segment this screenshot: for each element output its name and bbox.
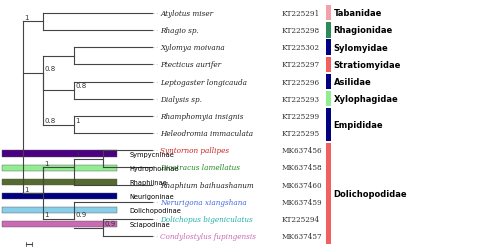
Text: KT225297: KT225297 xyxy=(282,61,320,69)
Text: Hydrophorinae: Hydrophorinae xyxy=(130,165,179,171)
Text: Dolichopodidae: Dolichopodidae xyxy=(334,189,407,198)
Text: 1: 1 xyxy=(75,152,80,158)
Text: Ptecticus aurifer: Ptecticus aurifer xyxy=(160,61,221,69)
Bar xyxy=(326,143,331,244)
Text: Atylotus miser: Atylotus miser xyxy=(160,10,213,18)
Text: Leptogaster longicauda: Leptogaster longicauda xyxy=(160,78,247,86)
Bar xyxy=(2,193,117,200)
Text: 0.8: 0.8 xyxy=(44,66,56,72)
Text: MK637460: MK637460 xyxy=(282,181,323,189)
Text: Sympycninae: Sympycninae xyxy=(130,151,174,157)
Text: 0.9: 0.9 xyxy=(75,212,86,218)
Text: Tabanidae: Tabanidae xyxy=(334,9,382,18)
Text: MK637459: MK637459 xyxy=(282,198,323,206)
Text: 0.8: 0.8 xyxy=(44,117,56,123)
Text: Nerurigona xiangshana: Nerurigona xiangshana xyxy=(160,198,247,206)
Text: 0.9: 0.9 xyxy=(104,220,116,226)
Text: KT225295: KT225295 xyxy=(282,130,320,138)
Text: Heleodromia immaculata: Heleodromia immaculata xyxy=(160,130,253,138)
Text: Dialysis sp.: Dialysis sp. xyxy=(160,95,202,103)
Text: 1: 1 xyxy=(44,212,49,218)
Text: Rhagio sp.: Rhagio sp. xyxy=(160,27,199,35)
Text: Rhagionidae: Rhagionidae xyxy=(334,26,393,35)
Text: KT225296: KT225296 xyxy=(282,78,320,86)
Text: Rhamphomyia insignis: Rhamphomyia insignis xyxy=(160,112,244,120)
Text: Asilidae: Asilidae xyxy=(334,78,372,87)
Bar xyxy=(326,23,331,38)
Text: KT225294: KT225294 xyxy=(282,215,320,223)
Text: KT225298: KT225298 xyxy=(282,27,320,35)
Text: MK637458: MK637458 xyxy=(282,164,323,172)
Bar xyxy=(2,207,117,214)
Bar xyxy=(326,109,331,141)
Bar xyxy=(2,179,117,186)
Bar xyxy=(2,165,117,172)
Bar xyxy=(326,40,331,56)
Text: Syntornon pallipes: Syntornon pallipes xyxy=(160,147,229,155)
Text: Condylostylus fupingensis: Condylostylus fupingensis xyxy=(160,232,256,240)
Bar xyxy=(326,92,331,107)
Text: Dolichopus bigeniculatus: Dolichopus bigeniculatus xyxy=(160,215,253,223)
Text: 1: 1 xyxy=(44,160,49,166)
Bar xyxy=(2,151,117,157)
Text: KT225299: KT225299 xyxy=(282,112,320,120)
Text: MK637456: MK637456 xyxy=(282,147,323,155)
Text: 1: 1 xyxy=(75,117,80,123)
Text: MK637457: MK637457 xyxy=(282,232,323,240)
Text: Xylomya moivana: Xylomya moivana xyxy=(160,44,225,52)
Text: Xylophagidae: Xylophagidae xyxy=(334,95,398,104)
Text: Rhaphiinae: Rhaphiinae xyxy=(130,179,168,185)
Text: Stratiomyidae: Stratiomyidae xyxy=(334,60,401,70)
Bar xyxy=(326,57,331,73)
Text: Sciapodinae: Sciapodinae xyxy=(130,221,170,227)
Text: KT225293: KT225293 xyxy=(282,95,320,103)
Text: 1: 1 xyxy=(24,14,29,20)
Text: 0.01: 0.01 xyxy=(22,249,37,250)
Text: KT225291: KT225291 xyxy=(282,10,321,18)
Text: KT225302: KT225302 xyxy=(282,44,320,52)
Bar xyxy=(326,74,331,90)
Text: Sylomyidae: Sylomyidae xyxy=(334,44,388,52)
Text: 0.8: 0.8 xyxy=(75,83,86,89)
Text: Diostracus lamellatus: Diostracus lamellatus xyxy=(160,164,240,172)
Text: Rhaphium baihuashanum: Rhaphium baihuashanum xyxy=(160,181,254,189)
Text: Neurigoninae: Neurigoninae xyxy=(130,193,174,199)
Bar xyxy=(2,221,117,228)
Text: Dolichopodinae: Dolichopodinae xyxy=(130,207,182,213)
Text: Empididae: Empididae xyxy=(334,120,383,130)
Bar xyxy=(326,6,331,22)
Text: 1: 1 xyxy=(24,186,29,192)
